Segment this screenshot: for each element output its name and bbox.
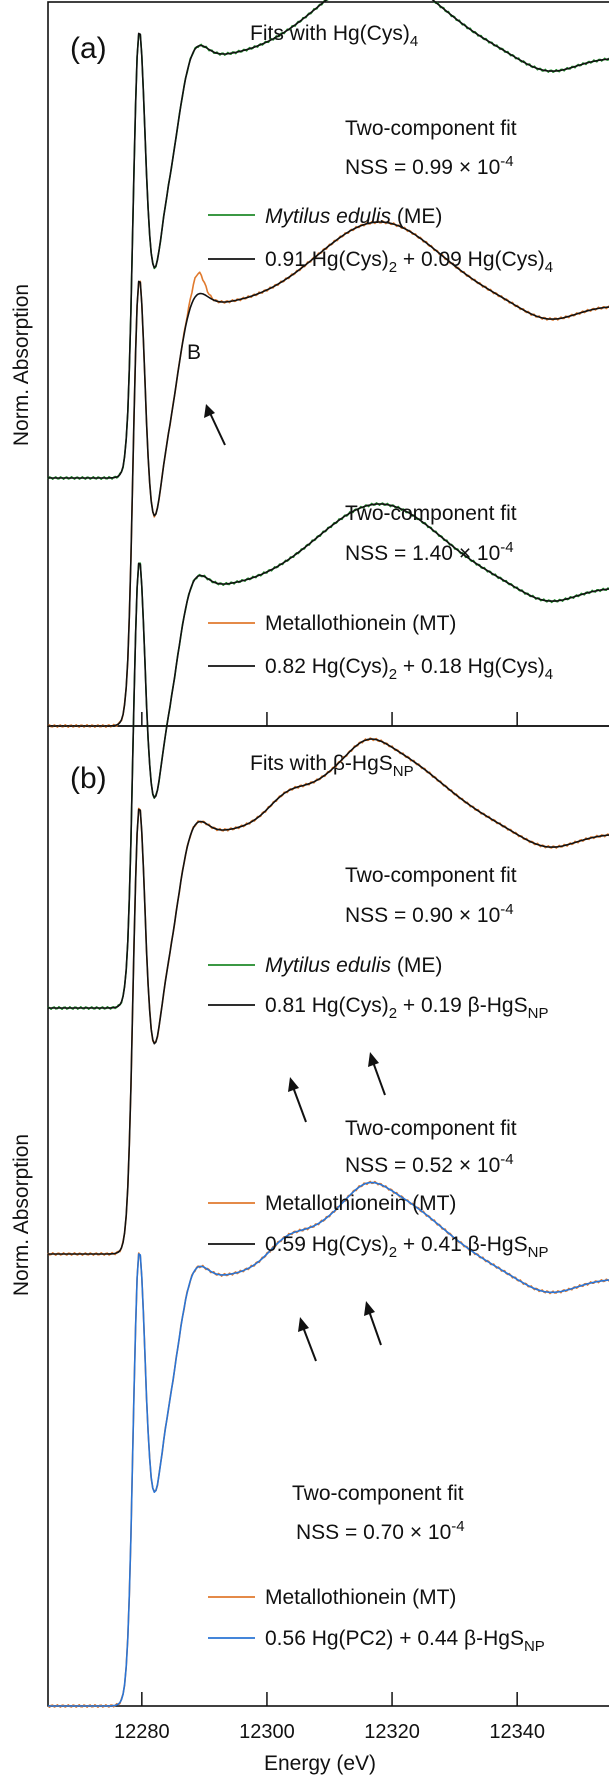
- y-axis-label-b: Norm. Absorption: [10, 1134, 33, 1296]
- legend-text-b2-fit: 0.59 Hg(Cys)2 + 0.41 β-HgSNP: [265, 1233, 548, 1261]
- legend-text-a2-fit: 0.82 Hg(Cys)2 + 0.18 Hg(Cys)4: [265, 655, 553, 683]
- x-tick-label-12280: 12280: [114, 1721, 170, 1743]
- legend-text-b2-sample: Metallothionein (MT): [265, 1192, 456, 1215]
- nss-label-b3: NSS = 0.70 × 10-4: [296, 1518, 465, 1544]
- spectrum-b3-fit: [48, 1181, 609, 1707]
- panel-b-title: Fits with β-HgSNP: [250, 752, 414, 780]
- y-axis-label-a: Norm. Absorption: [10, 284, 33, 446]
- arrow-b3-right: [364, 1301, 382, 1346]
- legend-text-b3-sample: Metallothionein (MT): [265, 1586, 456, 1609]
- fit-label-b1: Two-component fit: [345, 864, 517, 887]
- spectrum-b2-fit: [48, 738, 609, 1255]
- x-tick-label-12320: 12320: [364, 1721, 420, 1743]
- x-tick-label-12340: 12340: [489, 1721, 545, 1743]
- peak-b-label: B: [187, 341, 201, 364]
- panel-a-title: Fits with Hg(Cys)4: [250, 22, 418, 50]
- arrow-peak-b: [204, 404, 226, 446]
- nss-label-a2: NSS = 1.40 × 10-4: [345, 539, 514, 565]
- panel-a-label: (a): [70, 32, 107, 65]
- spectrum-a2-fit: [48, 221, 609, 727]
- panel-b-frame: [47, 725, 609, 1707]
- x-axis-label: Energy (eV): [264, 1752, 376, 1775]
- arrow-b3-left: [298, 1317, 317, 1362]
- legend-text-a1-fit: 0.91 Hg(Cys)2 + 0.09 Hg(Cys)4: [265, 248, 553, 276]
- legend-text-b3-fit: 0.56 Hg(PC2) + 0.44 β-HgSNP: [265, 1627, 545, 1655]
- spectra-curves: [47, 0, 609, 1708]
- nss-label-b2: NSS = 0.52 × 10-4: [345, 1151, 514, 1177]
- nss-label-a1: NSS = 0.99 × 10-4: [345, 153, 514, 179]
- legend-text-a1-sample: Mytilus edulis (ME): [265, 205, 442, 228]
- legend-text-b1-sample: Mytilus edulis (ME): [265, 954, 442, 977]
- arrow-b2-right: [368, 1052, 386, 1096]
- legend-text-b1-fit: 0.81 Hg(Cys)2 + 0.19 β-HgSNP: [265, 994, 548, 1022]
- fit-label-a1: Two-component fit: [345, 117, 517, 140]
- panel-b-label: (b): [70, 762, 107, 795]
- nss-label-b1: NSS = 0.90 × 10-4: [345, 901, 514, 927]
- fit-label-b3: Two-component fit: [292, 1482, 464, 1505]
- legend-text-a2-sample: Metallothionein (MT): [265, 612, 456, 635]
- spectrum-b1-fit: [48, 503, 609, 1009]
- x-axis-ticks: 12280 12300 12320 12340: [114, 712, 545, 1743]
- spectrum-a1-fit: [48, 0, 609, 479]
- x-tick-label-12300: 12300: [239, 1721, 295, 1743]
- fit-label-b2: Two-component fit: [345, 1117, 517, 1140]
- arrow-b2-left: [288, 1077, 307, 1123]
- fit-label-a2: Two-component fit: [345, 502, 517, 525]
